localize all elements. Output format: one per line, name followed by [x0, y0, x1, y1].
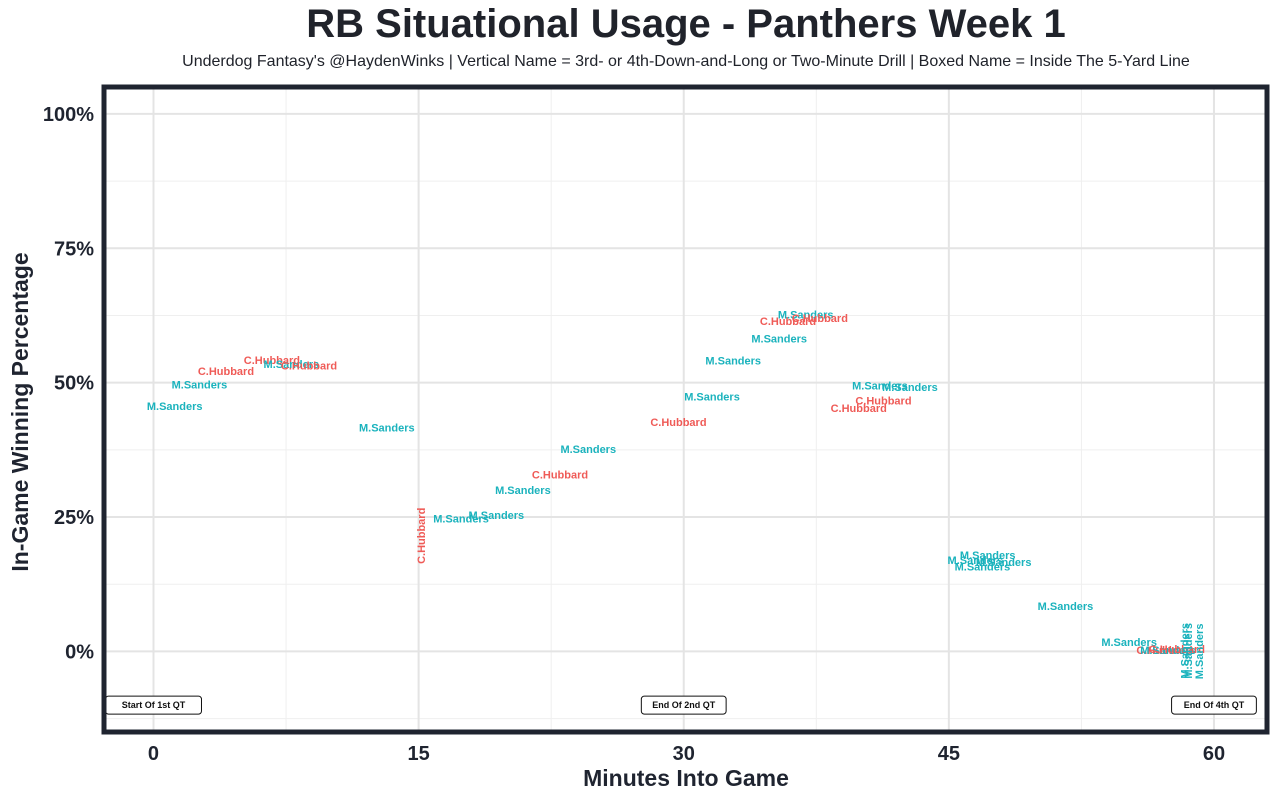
quarter-annotation: End Of 4th QT — [1171, 695, 1257, 715]
quarter-annotation: Start Of 1st QT — [104, 695, 202, 715]
y-tick-label: 25% — [54, 507, 94, 529]
x-tick-label: 0 — [148, 743, 159, 765]
point-label-hubbard: C.Hubbard — [198, 366, 254, 378]
point-label-sanders: M.Sanders — [495, 485, 551, 497]
x-tick-label: 60 — [1203, 743, 1225, 765]
point-label-sanders: M.Sanders — [852, 380, 908, 392]
point-label-hubbard: C.Hubbard — [281, 361, 337, 373]
y-axis-label: In-Game Winning Percentage — [7, 252, 33, 571]
annotation-label: End Of 2nd QT — [652, 700, 715, 710]
point-label-sanders: M.Sanders — [960, 550, 1016, 562]
point-label-sanders: M.Sanders — [948, 555, 1004, 567]
point-label-hubbard: C.Hubbard — [244, 355, 300, 367]
point-label-sanders: M.Sanders — [705, 356, 761, 368]
point-label-sanders: M.Sanders — [976, 557, 1032, 569]
point-label-sanders: M.Sanders — [955, 562, 1011, 574]
y-tick-label: 75% — [54, 238, 94, 260]
annotation-label: Start Of 1st QT — [122, 700, 186, 710]
point-label-hubbard: C.Hubbard — [650, 417, 706, 429]
point-label-sanders: M.Sanders — [1038, 601, 1094, 613]
annotation-label: End Of 4th QT — [1184, 700, 1245, 710]
point-label-sanders: M.Sanders — [684, 392, 740, 404]
annotation-box — [640, 695, 727, 715]
quarter-annotation: End Of 2nd QT — [640, 695, 727, 715]
point-label-sanders: M.Sanders — [882, 382, 938, 394]
x-axis-label: Minutes Into Game — [583, 765, 789, 791]
point-label-sanders: M.Sanders — [560, 444, 616, 456]
point-label-hubbard: C.Hubbard — [855, 395, 911, 407]
annotation-layer: Start Of 1st QT End Of 2nd QT End Of 4th Q… — [104, 695, 1257, 715]
point-label-sanders: M.Sanders — [1140, 645, 1196, 657]
annotation-box — [1171, 695, 1257, 715]
points-layer: M.SandersM.SandersC.HubbardC.HubbardM.Sa… — [147, 309, 1206, 679]
point-label-sanders: M.Sanders — [1101, 637, 1157, 649]
point-label-sanders: M.Sanders — [1180, 623, 1192, 679]
point-label-sanders: M.Sanders — [147, 401, 203, 413]
x-tick-label: 15 — [407, 743, 429, 765]
y-tick-label: 50% — [54, 373, 94, 395]
point-label-sanders: M.Sanders — [751, 334, 807, 346]
point-label-hubbard: C.Hubbard — [1149, 644, 1205, 656]
point-label-hubbard: C.Hubbard — [532, 470, 588, 482]
point-label-sanders: M.Sanders — [778, 309, 834, 321]
point-label-sanders: M.Sanders — [1183, 623, 1195, 679]
point-label-hubbard: C.Hubbard — [760, 316, 816, 328]
x-tick-label: 30 — [673, 743, 695, 765]
plot-frame — [101, 84, 1270, 735]
x-tick-label: 45 — [938, 743, 960, 765]
point-label-sanders: M.Sanders — [359, 422, 415, 434]
point-label-sanders: M.Sanders — [172, 379, 228, 391]
grid-layer — [104, 87, 1267, 732]
point-label-hubbard: C.Hubbard — [416, 508, 428, 564]
point-label-sanders: M.Sanders — [469, 510, 525, 522]
tick-layer: 0 15 30 45 60 0% 25% 50% 75% 100% — [43, 104, 1225, 765]
point-label-sanders: M.Sanders — [1194, 624, 1206, 680]
point-label-hubbard: C.Hubbard — [831, 403, 887, 415]
point-label-sanders: M.Sanders — [433, 514, 489, 526]
chart-subtitle: Underdog Fantasy's @HaydenWinks | Vertic… — [182, 53, 1190, 70]
point-label-hubbard: C.Hubbard — [792, 313, 848, 325]
point-label-sanders: M.Sanders — [264, 359, 320, 371]
y-tick-label: 0% — [65, 641, 94, 663]
y-tick-label: 100% — [43, 104, 94, 126]
point-label-hubbard: C.Hubbard — [1136, 645, 1192, 657]
chart-title: RB Situational Usage - Panthers Week 1 — [306, 2, 1066, 46]
